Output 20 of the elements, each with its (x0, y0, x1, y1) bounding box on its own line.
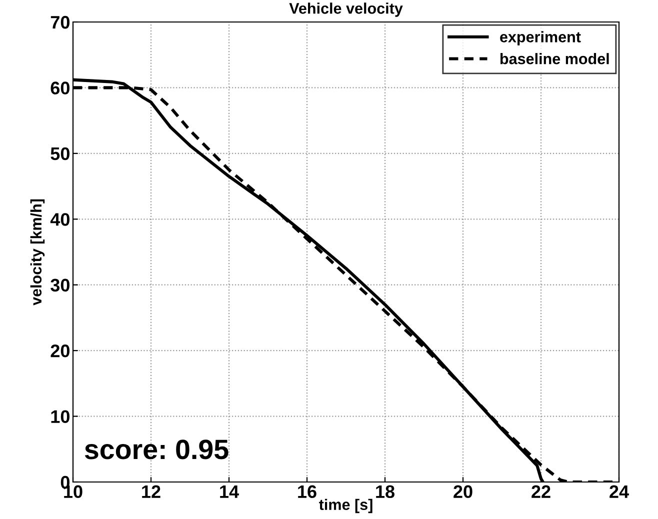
y-tick-label: 20 (50, 344, 70, 358)
y-tick-label: 70 (50, 16, 70, 29)
x-tick-label: 18 (376, 485, 394, 498)
x-tick-label: 20 (454, 485, 472, 498)
legend-label: experiment (500, 31, 581, 46)
y-tick-label: 30 (50, 278, 70, 292)
x-tick-label: 16 (298, 485, 316, 498)
x-tick-label: 12 (142, 485, 160, 498)
y-tick-label: 50 (50, 147, 70, 160)
y-tick-label: 60 (50, 82, 70, 94)
x-tick-label: 24 (610, 485, 629, 498)
y-tick-label: 10 (51, 410, 70, 424)
legend-label: baseline model (500, 53, 609, 64)
y-tick-label: 40 (50, 213, 70, 226)
annotation: score: 0.95 (84, 440, 228, 460)
x-tick-label: 14 (220, 485, 239, 498)
x-axis-title: time [s] (319, 498, 372, 514)
chart-title: Vehicle velocity (289, 2, 403, 17)
x-tick-label: 22 (532, 485, 550, 498)
y-axis-title: velocity [km/h] (30, 199, 45, 306)
